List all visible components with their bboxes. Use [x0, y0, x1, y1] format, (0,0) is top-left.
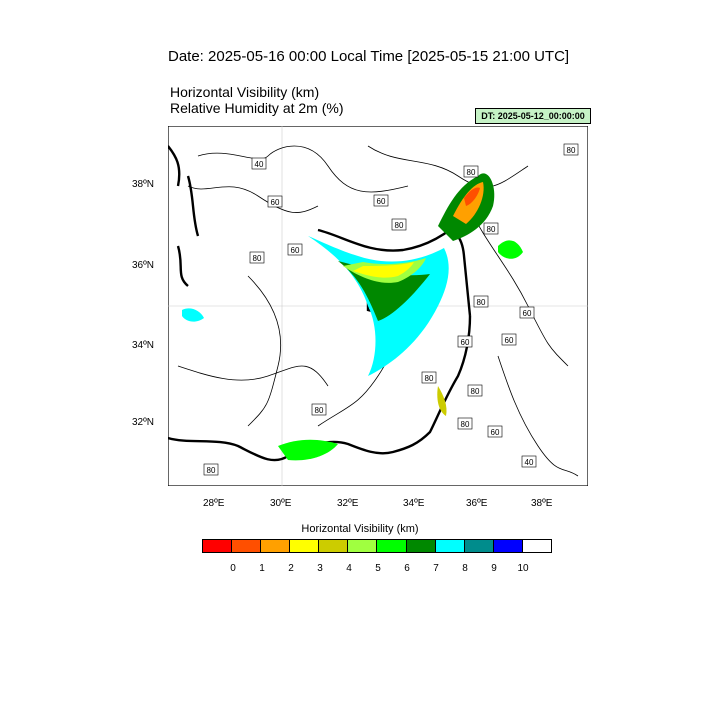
contour-label: 60	[373, 194, 389, 207]
lon-label-34e: 34ºE	[403, 498, 425, 509]
colorbar-tick: 8	[462, 563, 468, 574]
svg-text:80: 80	[253, 254, 262, 263]
colorbar-swatch	[493, 540, 523, 552]
visibility-fill	[182, 173, 523, 461]
svg-text:80: 80	[315, 406, 324, 415]
field-title-visibility: Horizontal Visibility (km)	[170, 84, 320, 100]
lat-label-38n: 38ºN	[132, 179, 154, 190]
contour-label: 80	[483, 222, 499, 235]
vis-band-6b	[498, 240, 523, 259]
colorbar-swatch	[232, 540, 262, 552]
contour-labels: 40 60 60 80 80 80 80 60 80 60 80 60 80 8…	[203, 143, 579, 476]
lat-label-34n: 34ºN	[132, 340, 154, 351]
vis-band-1	[464, 187, 480, 206]
lat-label-36n: 36ºN	[132, 260, 154, 271]
svg-text:80: 80	[471, 387, 480, 396]
contour-label: 80	[203, 463, 219, 476]
contour-label: 80	[563, 143, 579, 156]
svg-text:80: 80	[395, 221, 404, 230]
lon-label-38e: 38ºE	[531, 498, 553, 509]
colorbar-tick: 5	[375, 563, 381, 574]
colorbar-title: Horizontal Visibility (km)	[301, 523, 419, 535]
svg-text:80: 80	[567, 146, 576, 155]
colorbar-swatch	[377, 540, 407, 552]
contour-label: 40	[251, 157, 267, 170]
colorbar-swatch	[435, 540, 465, 552]
colorbar-tick: 4	[346, 563, 352, 574]
vis-band-6	[278, 439, 338, 461]
lon-label-36e: 36ºE	[466, 498, 488, 509]
contour-label: 60	[519, 306, 535, 319]
humidity-contours	[177, 145, 579, 477]
colorbar-tick: 1	[259, 563, 265, 574]
svg-text:60: 60	[491, 428, 500, 437]
colorbar-swatch	[406, 540, 436, 552]
svg-text:40: 40	[255, 160, 264, 169]
lon-label-30e: 30ºE	[270, 498, 292, 509]
date-line: Date: 2025-05-16 00:00 Local Time [2025-…	[168, 48, 570, 65]
svg-text:60: 60	[377, 197, 386, 206]
contour-label: 40	[521, 455, 537, 468]
colorbar-tick: 7	[433, 563, 439, 574]
lon-label-28e: 28ºE	[203, 498, 225, 509]
contour-label: 60	[487, 425, 503, 438]
contour-label: 80	[473, 295, 489, 308]
svg-text:60: 60	[505, 336, 514, 345]
contour-label: 60	[501, 333, 517, 346]
colorbar-swatch	[464, 540, 494, 552]
colorbar-tick: 10	[517, 563, 529, 574]
svg-text:60: 60	[271, 198, 280, 207]
colorbar-swatch	[290, 540, 320, 552]
svg-text:60: 60	[291, 246, 300, 255]
svg-text:80: 80	[425, 374, 434, 383]
svg-text:60: 60	[461, 338, 470, 347]
lon-label-32e: 32ºE	[337, 498, 359, 509]
colorbar-tick: 2	[288, 563, 294, 574]
contour-label: 80	[249, 251, 265, 264]
contour-label: 80	[467, 384, 483, 397]
svg-text:40: 40	[525, 458, 534, 467]
svg-text:80: 80	[477, 298, 486, 307]
vis-band-8b	[182, 308, 204, 322]
colorbar-tick: 0	[230, 563, 236, 574]
colorbar-swatch	[319, 540, 349, 552]
colorbar-tick: 9	[491, 563, 497, 574]
vis-band-4	[437, 386, 447, 416]
contour-label: 80	[457, 417, 473, 430]
lat-label-32n: 32ºN	[132, 417, 154, 428]
contour-label: 60	[267, 195, 283, 208]
contour-label: 60	[287, 243, 303, 256]
contour-label: 80	[421, 371, 437, 384]
colorbar	[202, 539, 552, 553]
map-canvas: 40 60 60 80 80 80 80 60 80 60 80 60 80 8…	[168, 126, 588, 486]
svg-text:80: 80	[207, 466, 216, 475]
colorbar-tick: 6	[404, 563, 410, 574]
vis-band-3	[353, 262, 414, 278]
contour-label: 60	[457, 335, 473, 348]
colorbar-swatch	[522, 540, 551, 552]
colorbar-swatch	[261, 540, 291, 552]
field-title-humidity: Relative Humidity at 2m (%)	[170, 100, 344, 116]
map-frame: 40 60 60 80 80 80 80 60 80 60 80 60 80 8…	[168, 126, 588, 486]
contour-label: 80	[463, 165, 479, 178]
colorbar-swatch	[203, 540, 233, 552]
dt-badge: DT: 2025-05-12_00:00:00	[475, 108, 591, 124]
svg-text:60: 60	[523, 309, 532, 318]
colorbar-swatch	[348, 540, 378, 552]
contour-label: 80	[391, 218, 407, 231]
svg-text:80: 80	[487, 225, 496, 234]
colorbar-tick: 3	[317, 563, 323, 574]
svg-text:80: 80	[461, 420, 470, 429]
svg-text:80: 80	[467, 168, 476, 177]
contour-label: 80	[311, 403, 327, 416]
